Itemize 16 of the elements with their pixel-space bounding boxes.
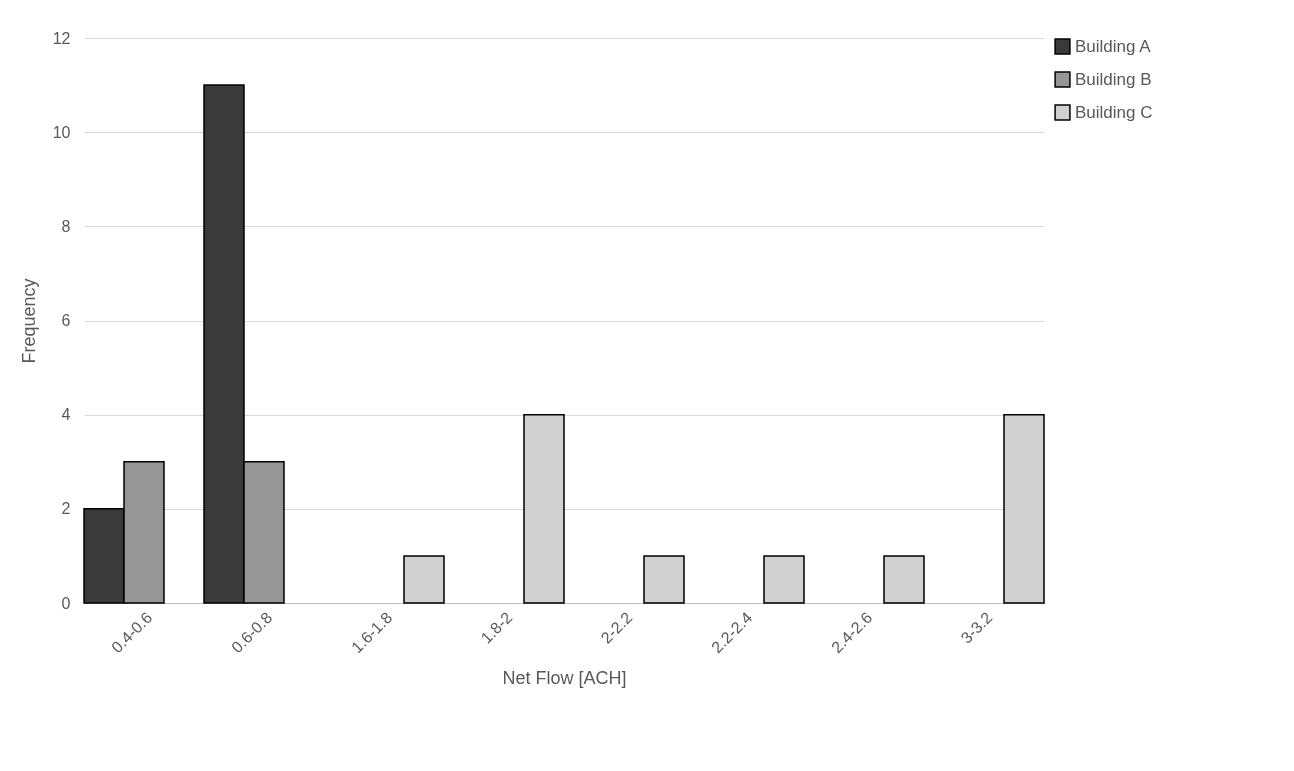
y-tick-label: 2 xyxy=(61,500,71,518)
bar xyxy=(763,555,805,604)
y-tick-label: 4 xyxy=(61,406,71,424)
bar xyxy=(403,555,445,604)
bar xyxy=(643,555,685,604)
bar xyxy=(883,555,925,604)
y-tick-label: 10 xyxy=(52,123,71,141)
y-tick-label: 0 xyxy=(61,594,71,612)
y-tick-label: 12 xyxy=(52,29,71,47)
y-tick-label: 6 xyxy=(61,312,71,329)
y-axis-title: Frequency xyxy=(18,278,39,364)
legend-label: Building B xyxy=(1075,69,1152,89)
x-axis-title: Net Flow [ACH] xyxy=(502,668,627,689)
legend-label: Building C xyxy=(1075,102,1153,122)
legend-label: Building A xyxy=(1075,36,1152,56)
y-tick-label: 8 xyxy=(61,217,71,235)
